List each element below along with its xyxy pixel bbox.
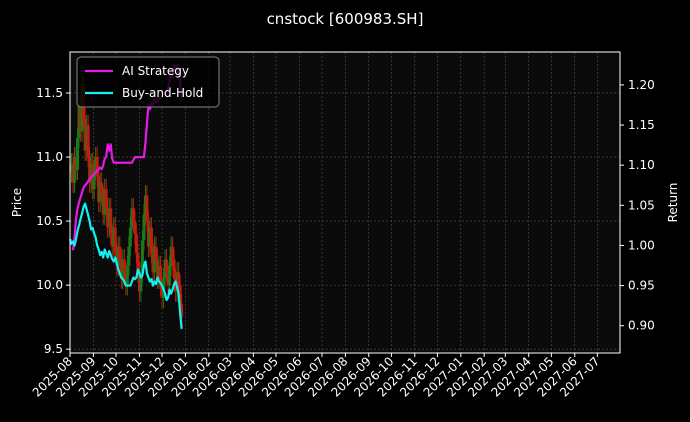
- price-candle-body: [103, 189, 107, 215]
- price-candle-body: [125, 265, 129, 286]
- price-candle-body: [168, 265, 172, 286]
- price-candle-body: [159, 265, 163, 286]
- price-candle-body: [137, 272, 141, 292]
- price-candle-body: [172, 259, 176, 279]
- price-candle-body: [157, 265, 161, 279]
- price-candle-body: [101, 195, 105, 215]
- price-candle-body: [77, 105, 81, 138]
- price-candle-body: [116, 246, 120, 266]
- price-candle-body: [85, 125, 89, 151]
- price-candle-body: [171, 246, 175, 260]
- price-candle-body: [104, 189, 108, 209]
- y-left-tick-label: 11.5: [36, 86, 63, 100]
- price-candle-body: [178, 285, 182, 305]
- price-candle-body: [127, 246, 131, 266]
- price-candle-body: [149, 227, 153, 254]
- price-candle-body: [70, 163, 74, 173]
- legend-label: AI Strategy: [122, 64, 189, 78]
- price-candle-body: [145, 195, 149, 222]
- price-candle-body: [79, 105, 83, 132]
- y-right-tick-label: 1.20: [628, 78, 655, 92]
- series-line-buy-and-hold: [68, 202, 183, 330]
- price-candle-body: [163, 259, 167, 279]
- legend-label: Buy-and-Hold: [122, 86, 203, 100]
- price-candle-body: [133, 221, 137, 234]
- y-right-tick-label: 0.95: [628, 279, 655, 293]
- price-candle-body: [80, 86, 84, 132]
- price-candle-body: [146, 221, 150, 247]
- price-candle-body: [94, 157, 98, 170]
- price-candle-body: [106, 208, 110, 228]
- price-candle-body: [95, 157, 99, 177]
- price-candle-body: [148, 227, 152, 247]
- price-candle-body: [156, 259, 160, 279]
- y-right-tick-label: 1.10: [628, 158, 655, 172]
- price-candle-body: [86, 125, 90, 158]
- price-candle-body: [74, 157, 78, 170]
- price-candle-body: [180, 304, 184, 318]
- price-candle-body: [119, 259, 123, 279]
- y-right-tick-label: 1.05: [628, 198, 655, 212]
- y-right-tick-label: 0.90: [628, 319, 655, 333]
- price-candle-body: [134, 233, 138, 254]
- price-candle-body: [121, 259, 125, 279]
- price-candle-body: [143, 195, 147, 215]
- price-candle-body: [88, 157, 92, 183]
- price-candle-body: [154, 246, 158, 260]
- price-candle-body: [165, 259, 169, 273]
- price-candle-body: [142, 214, 146, 241]
- price-candle-body: [112, 227, 116, 247]
- price-candle-body: [139, 272, 143, 292]
- price-candle-body: [169, 246, 173, 266]
- price-candle-body: [151, 253, 155, 273]
- price-candle-body: [131, 208, 135, 222]
- price-candle-body: [124, 272, 128, 286]
- price-candle-body: [175, 272, 179, 292]
- price-candle-body: [109, 208, 113, 234]
- price-candle-body: [89, 163, 93, 183]
- price-candle-body: [98, 182, 102, 202]
- price-candle-body: [97, 176, 101, 202]
- price-candle-body: [122, 259, 126, 273]
- price-candle-body: [118, 246, 122, 260]
- price-candle-body: [177, 272, 181, 286]
- y-left-tick-label: 10.0: [36, 278, 63, 292]
- plot-area: 9.5 10.0 10.5 11.0 11.5 0.90 0.95 1.00 1.05 1.10 1…: [10, 51, 680, 400]
- price-candle-body: [136, 253, 140, 273]
- price-candle-body: [152, 246, 156, 273]
- price-candle-body: [110, 233, 114, 247]
- price-candle-body: [113, 227, 117, 254]
- price-candle-body: [166, 272, 170, 286]
- price-candle-body: [128, 227, 132, 247]
- y-left-tick-label: 11.0: [36, 150, 63, 164]
- price-candle-body: [160, 285, 164, 298]
- price-candle-body: [100, 182, 104, 196]
- y-left-tick-label: 10.5: [36, 214, 63, 228]
- price-candle-body: [140, 240, 144, 273]
- legend-box: [76, 56, 220, 108]
- price-candle-body: [76, 137, 80, 170]
- y-right-tick-label: 1.00: [628, 238, 655, 252]
- y-right-axis-label: Return: [666, 183, 680, 223]
- y-left-axis-label: Price: [10, 188, 24, 217]
- y-left-tick-label: 9.5: [44, 342, 63, 356]
- price-candle-body: [107, 208, 111, 228]
- y-right-tick-label: 1.15: [628, 118, 655, 132]
- chart-title: cnstock [600983.SH]: [267, 10, 424, 28]
- price-candle-body: [130, 208, 134, 228]
- price-candle-body: [73, 157, 77, 183]
- price-candle-body: [71, 163, 75, 183]
- price-candle-body: [92, 169, 96, 190]
- price-candle-body: [83, 118, 87, 151]
